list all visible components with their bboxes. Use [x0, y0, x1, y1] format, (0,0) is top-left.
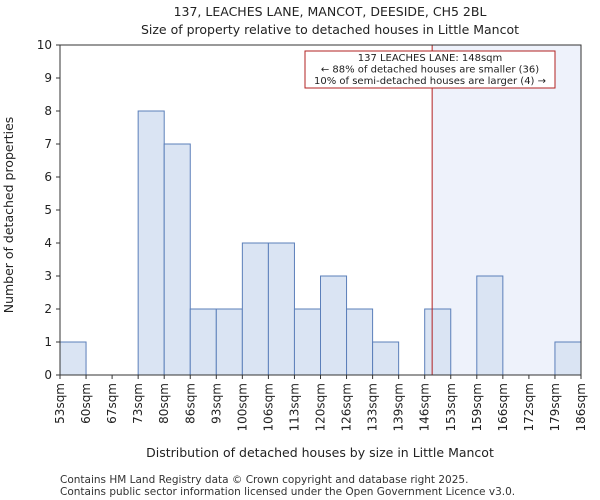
x-tick-label: 73sqm [131, 383, 145, 424]
x-tick-label: 166sqm [496, 383, 510, 431]
annotation-line-3: 10% of semi-detached houses are larger (… [314, 76, 546, 87]
x-tick-label: 86sqm [183, 383, 197, 424]
x-tick-label: 139sqm [392, 383, 406, 431]
bar-126sqm [346, 308, 374, 376]
annotation-box: 137 LEACHES LANE: 148sqm ← 88% of detach… [304, 50, 556, 89]
x-tick-label: 93sqm [209, 383, 223, 424]
annotation-rect [304, 50, 556, 89]
x-tick-label: 179sqm [548, 383, 562, 431]
y-tick-label: 8 [44, 104, 52, 118]
highlight-region [432, 45, 581, 375]
x-tick-label: 53sqm [53, 383, 67, 424]
x-tick-label: 113sqm [287, 383, 301, 431]
footer-line-1: Contains HM Land Registry data © Crown c… [60, 474, 468, 486]
x-tick-label: 186sqm [574, 383, 588, 431]
y-tick-label: 2 [44, 302, 52, 316]
y-axis-ticks: 0 1 2 3 4 5 6 7 8 9 10 [37, 38, 60, 382]
y-tick-label: 3 [44, 269, 52, 283]
bar-179sqm [554, 341, 582, 376]
bar-120sqm [320, 275, 348, 376]
bar-133sqm [372, 341, 400, 376]
bar-100sqm [241, 242, 269, 376]
footer-line-2: Contains public sector information licen… [60, 486, 515, 498]
bar-146sqm [424, 308, 452, 376]
y-tick-label: 1 [44, 335, 52, 349]
x-tick-label: 159sqm [470, 383, 484, 431]
x-tick-label: 60sqm [79, 383, 93, 424]
y-tick-label: 10 [37, 38, 52, 52]
bar-86sqm [189, 308, 217, 376]
y-axis-label: Number of detached properties [1, 117, 16, 314]
bar-73sqm [137, 110, 165, 376]
bars-group [59, 110, 582, 376]
x-axis-ticks: 53sqm 60sqm 67sqm 73sqm 80sqm 86sqm 93sqm 100sq… [53, 375, 588, 431]
annotation-line-2: ← 88% of detached houses are smaller (36… [321, 65, 539, 76]
y-tick-label: 4 [44, 236, 52, 250]
y-tick-label: 9 [44, 71, 52, 85]
bar-80sqm [163, 143, 191, 376]
x-tick-label: 100sqm [235, 383, 249, 431]
x-tick-label: 126sqm [340, 383, 354, 431]
x-tick-label: 120sqm [314, 383, 328, 431]
x-tick-label: 153sqm [444, 383, 458, 431]
y-tick-label: 6 [44, 170, 52, 184]
annotation-line-1: 137 LEACHES LANE: 148sqm [358, 53, 503, 64]
bar-93sqm [215, 308, 243, 376]
x-tick-label: 172sqm [522, 383, 536, 431]
bar-106sqm [267, 242, 295, 376]
bar-113sqm [293, 308, 322, 376]
x-tick-label: 80sqm [157, 383, 171, 424]
y-tick-label: 5 [44, 203, 52, 217]
x-tick-label: 133sqm [366, 383, 380, 431]
chart-title: 137, LEACHES LANE, MANCOT, DEESIDE, CH5 … [174, 4, 487, 19]
bar-159sqm [476, 275, 504, 376]
bar-53sqm [59, 341, 87, 376]
y-tick-label: 0 [44, 368, 52, 382]
x-tick-label: 146sqm [418, 383, 432, 431]
x-axis-label: Distribution of detached houses by size … [146, 445, 494, 460]
x-tick-label: 106sqm [261, 383, 275, 431]
x-tick-label: 67sqm [105, 383, 119, 424]
y-tick-label: 7 [44, 137, 52, 151]
chart-subtitle: Size of property relative to detached ho… [141, 22, 519, 37]
